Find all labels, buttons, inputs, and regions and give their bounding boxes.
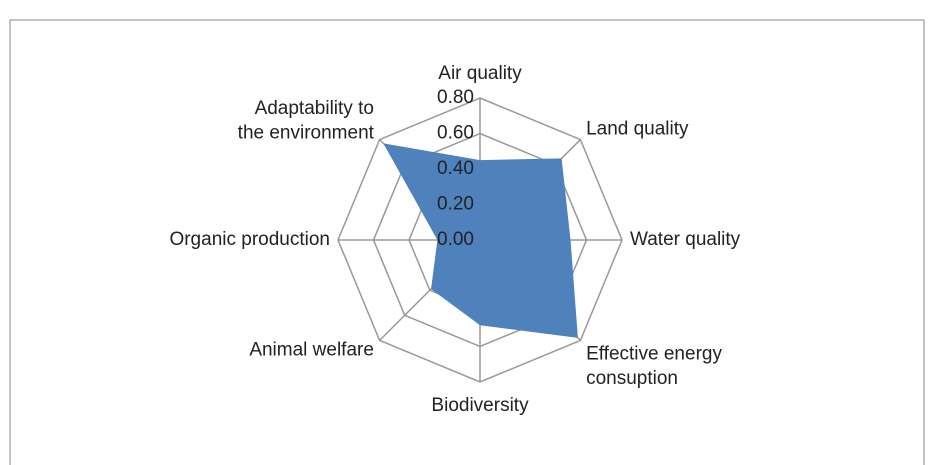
category-label: Effective energy consuption	[586, 343, 722, 389]
category-label: Water quality	[630, 229, 741, 250]
r-tick-label: 0.00	[437, 229, 474, 250]
category-label-line: consuption	[586, 368, 678, 389]
category-label-line: Adaptability to	[255, 98, 374, 119]
category-label: Biodiversity	[431, 395, 529, 416]
category-label: Land quality	[586, 119, 689, 140]
radar-area	[383, 143, 578, 338]
category-label-line: Effective energy	[586, 343, 722, 364]
r-tick-label: 0.60	[437, 123, 474, 144]
r-tick-label: 0.40	[437, 158, 474, 179]
category-label: Adaptability to the environment	[238, 98, 375, 144]
category-label-line: the environment	[238, 123, 375, 144]
r-tick-label: 0.80	[437, 87, 474, 108]
r-tick-label: 0.20	[437, 194, 474, 215]
category-label: Air quality	[438, 63, 522, 84]
category-label: Animal welfare	[249, 339, 374, 360]
category-label: Organic production	[169, 229, 330, 250]
